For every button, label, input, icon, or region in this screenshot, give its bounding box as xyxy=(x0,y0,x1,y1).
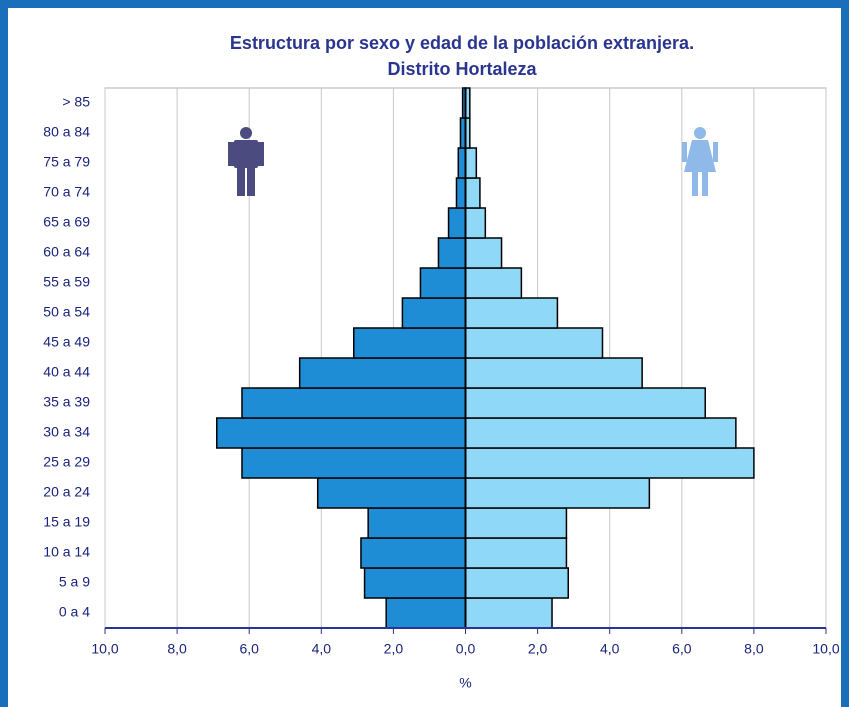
bar xyxy=(464,177,481,209)
bar xyxy=(464,447,755,479)
bar xyxy=(363,567,467,599)
frame-top xyxy=(0,0,849,8)
x-tick-label: 8,0 xyxy=(167,641,187,657)
bar xyxy=(419,267,467,299)
bar xyxy=(360,537,467,569)
x-tick-label: 4,0 xyxy=(312,641,332,657)
bar xyxy=(385,597,467,629)
y-tick-label: 20 a 24 xyxy=(43,484,90,500)
bar xyxy=(437,237,467,269)
x-tick-label: 6,0 xyxy=(239,641,259,657)
y-tick-label: 30 a 34 xyxy=(43,424,90,440)
bar xyxy=(447,207,467,239)
bar xyxy=(367,507,467,539)
frame-left xyxy=(0,0,8,707)
chart-title: Estructura por sexo y edad de la poblaci… xyxy=(230,33,694,53)
x-tick-label: 4,0 xyxy=(600,641,620,657)
plot-area: 10,0 8,0 6,0 4,0 2,0 0,0 2,0 4,0 6,0 8,0 10,0% 0 a … xyxy=(43,87,840,691)
bar xyxy=(352,327,467,359)
x-tick-label: 6,0 xyxy=(672,641,692,657)
frame-right xyxy=(841,0,849,707)
bar xyxy=(455,177,467,209)
bar xyxy=(241,447,467,479)
bar xyxy=(464,267,523,299)
bar xyxy=(464,597,553,629)
y-tick-label: 15 a 19 xyxy=(43,514,90,530)
y-tick-label: 0 a 4 xyxy=(59,604,90,620)
bar xyxy=(464,477,651,509)
y-tick-label: > 85 xyxy=(62,94,90,110)
y-tick-label: 10 a 14 xyxy=(43,544,90,560)
y-tick-label: 65 a 69 xyxy=(43,214,90,230)
bar xyxy=(401,297,467,329)
y-tick-label: 50 a 54 xyxy=(43,304,90,320)
female-icon xyxy=(682,127,718,196)
bar xyxy=(464,387,706,419)
bar xyxy=(464,507,568,539)
bar xyxy=(457,147,467,179)
y-tick-label: 80 a 84 xyxy=(43,124,90,140)
bar xyxy=(464,417,737,449)
bar xyxy=(316,477,467,509)
bar xyxy=(216,417,467,449)
x-tick-label: 2,0 xyxy=(528,641,548,657)
chart-subtitle: Distrito Hortaleza xyxy=(387,59,537,79)
male-icon xyxy=(228,127,264,196)
bar xyxy=(464,327,604,359)
bar xyxy=(298,357,467,389)
y-tick-label: 60 a 64 xyxy=(43,244,90,260)
x-tick-label: 0,0 xyxy=(456,641,476,657)
bar xyxy=(464,357,643,389)
y-tick-label: 70 a 74 xyxy=(43,184,90,200)
x-tick-label: 2,0 xyxy=(384,641,404,657)
bar xyxy=(464,297,559,329)
y-tick-label: 5 a 9 xyxy=(59,574,90,590)
y-tick-label: 45 a 49 xyxy=(43,334,90,350)
bar xyxy=(464,147,478,179)
y-tick-label: 55 a 59 xyxy=(43,274,90,290)
y-tick-label: 35 a 39 xyxy=(43,394,90,410)
y-tick-label: 25 a 29 xyxy=(43,454,90,470)
x-axis-label: % xyxy=(459,675,471,691)
x-tick-label: 10,0 xyxy=(812,641,839,657)
bar xyxy=(464,237,503,269)
y-tick-label: 75 a 79 xyxy=(43,154,90,170)
bar xyxy=(464,537,568,569)
x-tick-label: 8,0 xyxy=(744,641,764,657)
bar xyxy=(464,567,569,599)
bar xyxy=(464,207,487,239)
bar xyxy=(241,387,467,419)
x-tick-label: 10,0 xyxy=(91,641,118,657)
y-tick-label: 40 a 44 xyxy=(43,364,90,380)
